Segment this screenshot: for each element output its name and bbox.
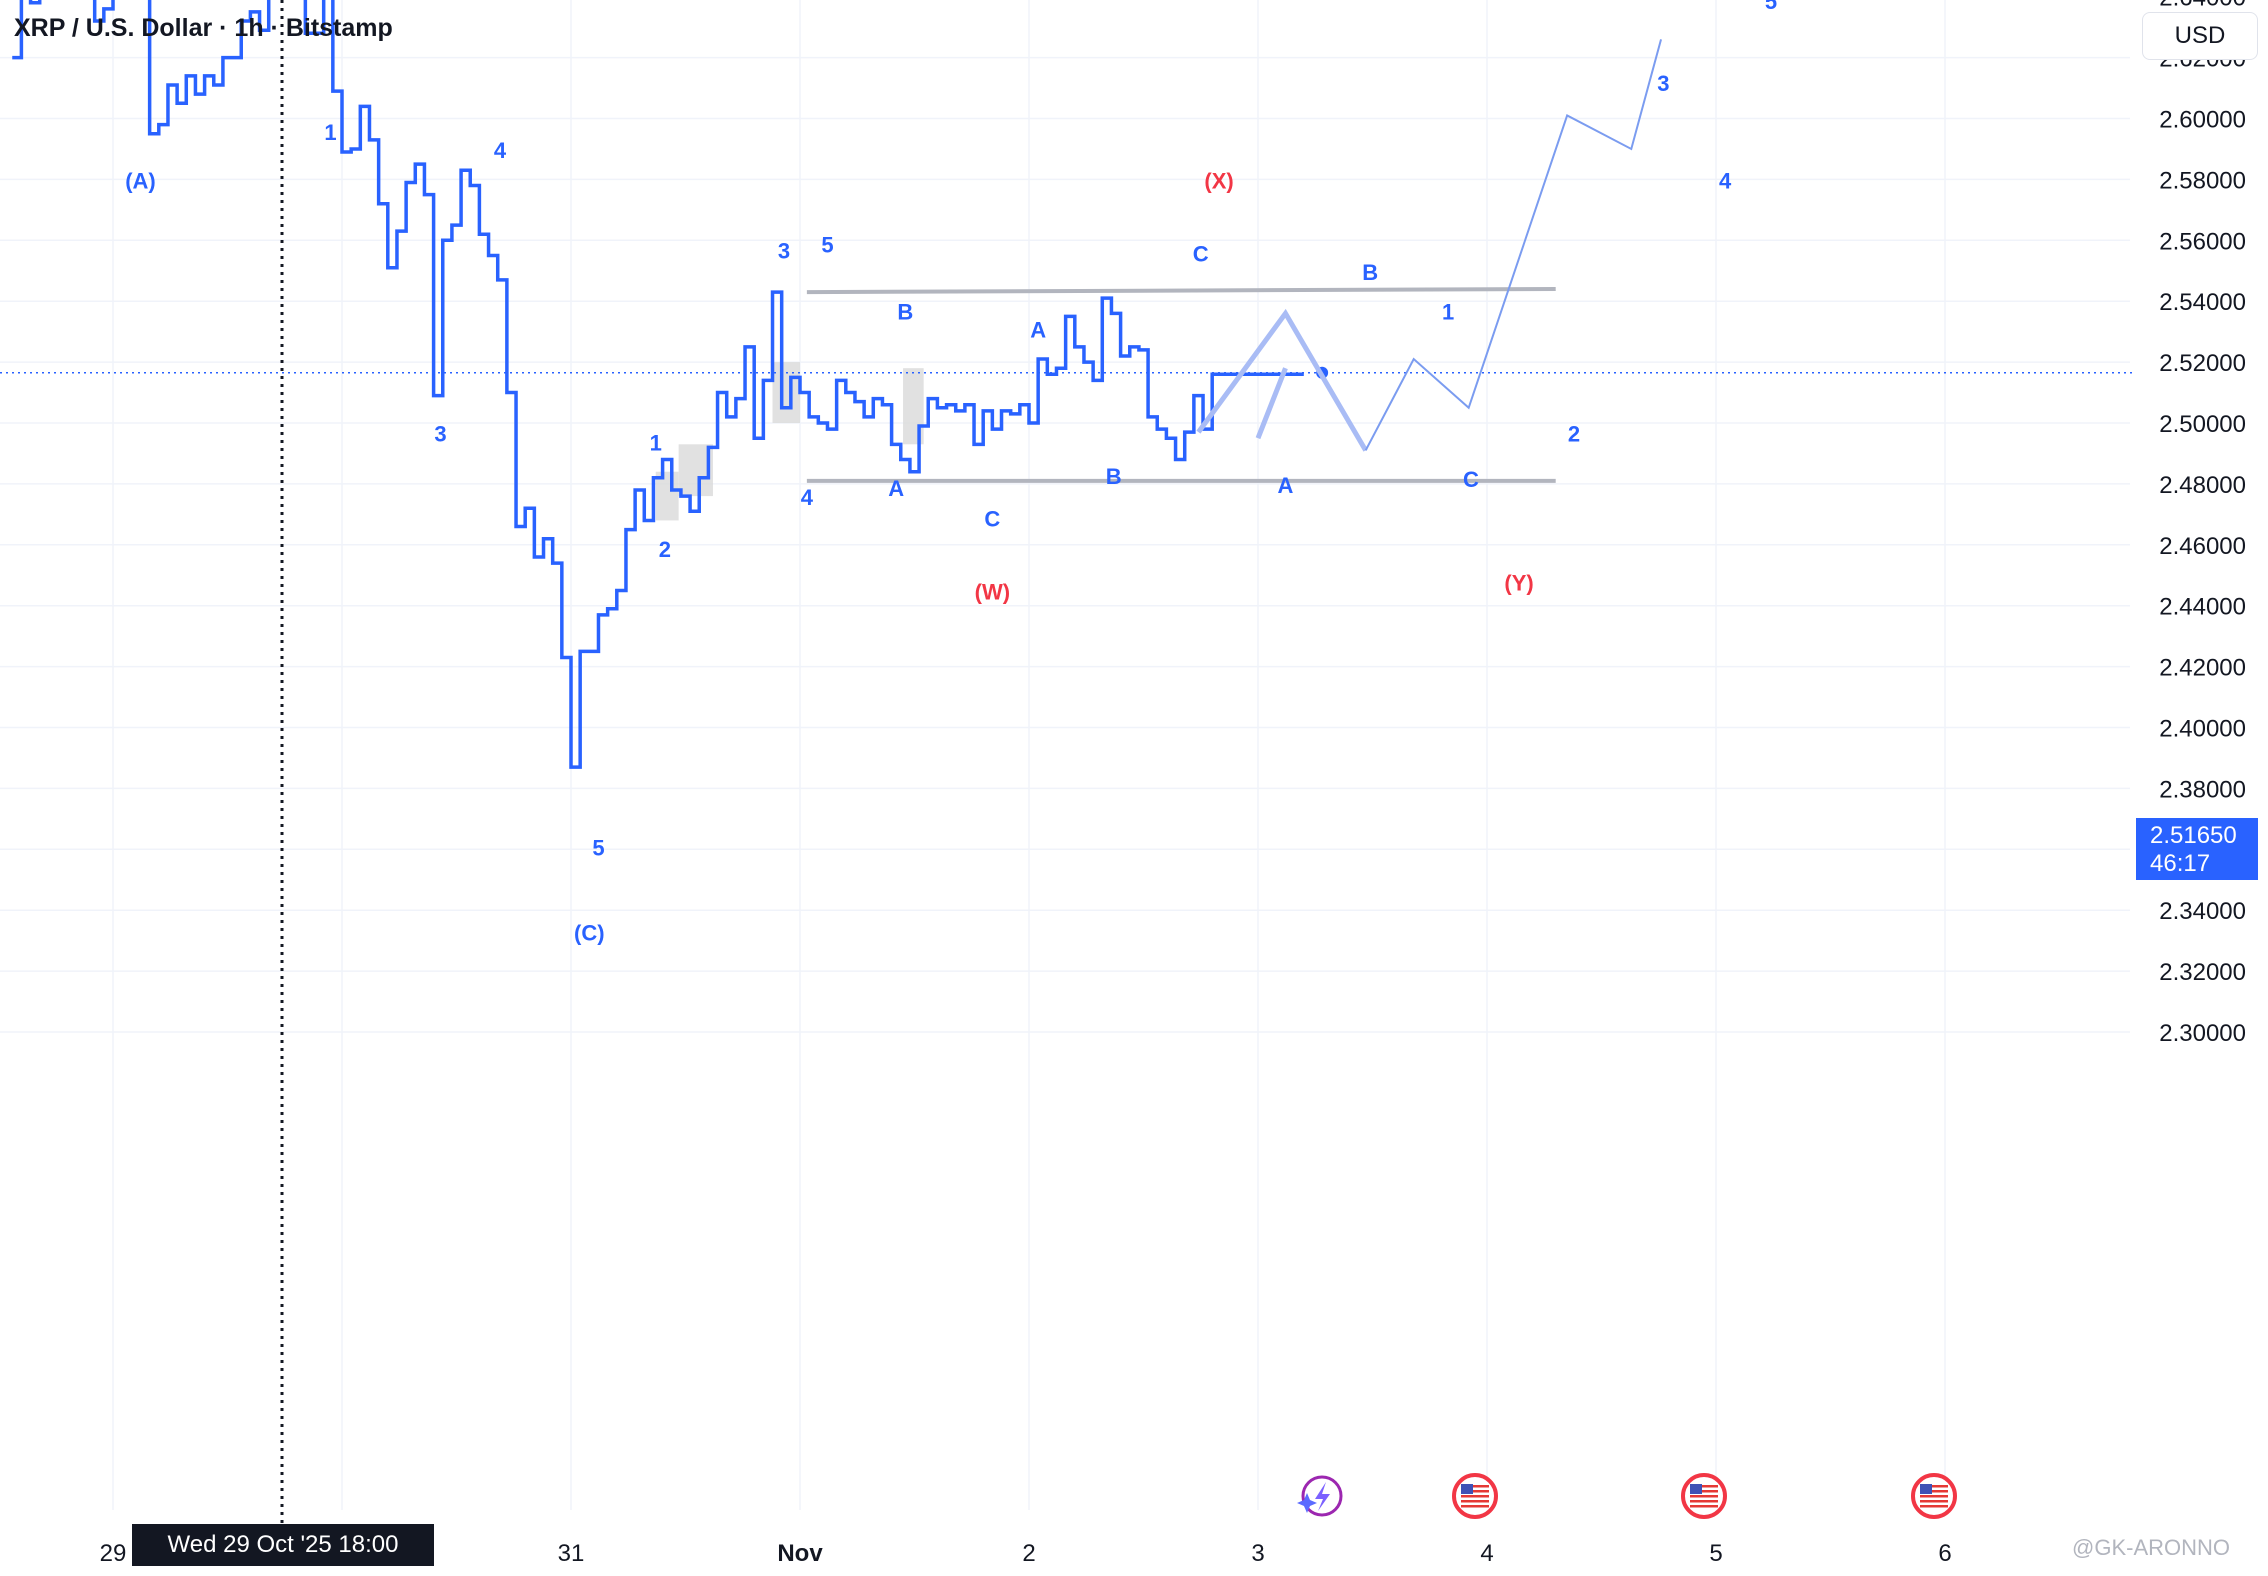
wave-label: 5 xyxy=(1765,0,1777,14)
price-tick-label: 2.44000 xyxy=(2159,594,2246,621)
chart-title: XRP / U.S. Dollar · 1h · Bitstamp xyxy=(14,14,393,42)
price-tick-label: 2.50000 xyxy=(2159,411,2246,438)
wave-label: C xyxy=(1193,242,1209,267)
event-icons[interactable] xyxy=(1297,1473,1957,1519)
range-channel xyxy=(806,287,1556,483)
flag-stripe xyxy=(1690,1500,1718,1503)
wave-label: 4 xyxy=(1719,169,1732,194)
price-tick-label: 2.38000 xyxy=(2159,776,2246,803)
highlight-box xyxy=(772,362,800,423)
flag-stripe xyxy=(1690,1485,1718,1488)
projection-thick-path xyxy=(1196,308,1368,452)
wave-label: 3 xyxy=(434,421,446,446)
flag-stripe xyxy=(1461,1490,1489,1493)
wave-label: 3 xyxy=(1657,71,1669,96)
lightning-bolt xyxy=(1315,1482,1330,1511)
projection-paths xyxy=(1196,39,1663,452)
time-tick-label: 2 xyxy=(1022,1540,1035,1567)
flag-stripe xyxy=(1690,1490,1718,1493)
wave-label: 1 xyxy=(650,430,662,455)
price-tick-label: 2.54000 xyxy=(2159,289,2246,316)
flag-stripe xyxy=(1461,1505,1489,1508)
price-tick-label: 2.58000 xyxy=(2159,167,2246,194)
projection-connector xyxy=(1255,367,1288,440)
wave-label: B xyxy=(1106,464,1122,489)
wave-label: A xyxy=(888,476,904,501)
crosshair-time-label: Wed 29 Oct '25 18:00 xyxy=(132,1524,434,1566)
price-tick-label: 2.60000 xyxy=(2159,107,2246,134)
flag-canton xyxy=(1690,1484,1702,1494)
us-flag-icon xyxy=(1452,1473,1498,1519)
wave-label: 5 xyxy=(821,232,833,257)
wave-label: B xyxy=(897,299,913,324)
wave-label: 5 xyxy=(592,835,604,860)
time-tick-label: 5 xyxy=(1709,1540,1722,1567)
time-tick-label: 6 xyxy=(1938,1540,1951,1567)
price-tick-label: 2.40000 xyxy=(2159,716,2246,743)
flag-stripe xyxy=(1920,1495,1948,1498)
price-tick-label: 2.52000 xyxy=(2159,350,2246,377)
wave-label: C xyxy=(984,507,1000,532)
channel-upper-line xyxy=(806,287,1556,295)
sparkle xyxy=(1297,1493,1317,1513)
flag-stripe xyxy=(1461,1500,1489,1503)
price-tick-label: 2.34000 xyxy=(2159,898,2246,925)
price-axis[interactable]: 2.760002.740002.720002.700002.680002.660… xyxy=(2159,0,2246,1047)
projection-thin-path xyxy=(1364,39,1663,451)
wave-label: 1 xyxy=(324,120,336,145)
flag-stripe xyxy=(1690,1495,1718,1498)
price-tick-label: 2.56000 xyxy=(2159,228,2246,255)
time-tick-label: 3 xyxy=(1251,1540,1264,1567)
flag-stripe xyxy=(1461,1495,1489,1498)
wave-label: 4 xyxy=(801,485,814,510)
price-tick-label: 2.64000 xyxy=(2159,0,2246,12)
wave-label: (C) xyxy=(574,921,605,946)
flag-stripe xyxy=(1920,1500,1948,1503)
flag-stripe xyxy=(1920,1485,1948,1488)
wave-label: A xyxy=(1278,473,1294,498)
lightning-event-icon xyxy=(1297,1475,1343,1517)
wave-label: (Y) xyxy=(1504,570,1533,595)
us-flag-icon xyxy=(1681,1473,1727,1519)
wave-label: 4 xyxy=(494,138,507,163)
wave-label: 3 xyxy=(778,239,790,264)
wave-label: (A) xyxy=(125,169,156,194)
current-price-value: 2.51650 xyxy=(2150,822,2237,849)
grid-lines xyxy=(0,0,2130,1510)
time-tick-label: 4 xyxy=(1480,1540,1493,1567)
price-tick-label: 2.30000 xyxy=(2159,1020,2246,1047)
price-tick-label: 2.46000 xyxy=(2159,533,2246,560)
price-tick-label: 2.48000 xyxy=(2159,472,2246,499)
flag-stripe xyxy=(1461,1485,1489,1488)
wave-label: A xyxy=(1030,318,1046,343)
wave-label: 1 xyxy=(1442,299,1454,324)
flag-stripe xyxy=(1690,1505,1718,1508)
author-watermark: @GK-ARONNO xyxy=(2072,1535,2231,1560)
price-tick-label: 2.42000 xyxy=(2159,655,2246,682)
time-tick-label: Nov xyxy=(777,1540,823,1567)
currency-button[interactable]: USD xyxy=(2142,12,2258,60)
wave-label: C xyxy=(1463,467,1479,492)
current-price-tag: 2.51650 46:17 xyxy=(2136,818,2258,880)
wave-label: (X) xyxy=(1204,169,1233,194)
time-tick-label: 31 xyxy=(558,1540,585,1567)
bar-countdown: 46:17 xyxy=(2150,850,2211,877)
price-series-line xyxy=(12,0,1304,769)
wave-label: 2 xyxy=(659,537,671,562)
us-flag-icon xyxy=(1911,1473,1957,1519)
wave-label: B xyxy=(1362,260,1378,285)
price-tick-label: 2.32000 xyxy=(2159,959,2246,986)
wave-label: (W) xyxy=(975,580,1010,605)
flag-stripe xyxy=(1920,1505,1948,1508)
wave-label: 2 xyxy=(1568,421,1580,446)
wave-labels: (A)(B)21435(C)12354BAC(W)ABC(X)AB1C2(Y)3… xyxy=(125,0,1777,946)
flag-stripe xyxy=(1920,1490,1948,1493)
flag-canton xyxy=(1920,1484,1932,1494)
time-tick-label: 29 xyxy=(100,1540,127,1567)
flag-canton xyxy=(1461,1484,1473,1494)
